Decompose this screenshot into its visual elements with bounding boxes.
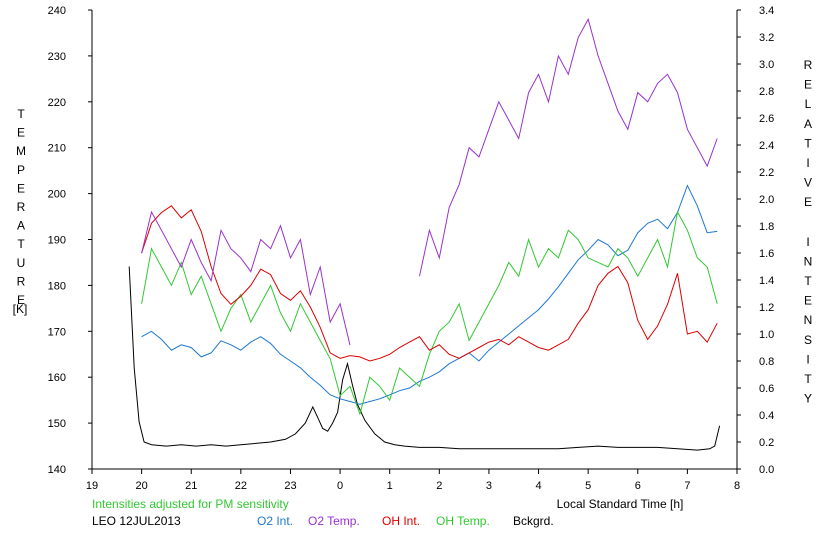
- left-tick-label: 230: [48, 51, 66, 63]
- left-axis-label-letter: P: [17, 163, 25, 177]
- right-tick-label: 1.8: [759, 221, 774, 233]
- right-axis-label-letter: A: [804, 117, 812, 131]
- right-tick-label: 0.2: [759, 437, 774, 449]
- right-tick-label: 2.2: [759, 167, 774, 179]
- right-tick-label: 1.4: [759, 275, 774, 287]
- right-tick-label: 3.0: [759, 59, 774, 71]
- left-axis-label-letter: U: [17, 256, 26, 270]
- left-axis-label-letter: T: [17, 107, 25, 121]
- left-axis-label-letter: E: [17, 181, 25, 195]
- right-tick-label: 1.0: [759, 329, 774, 341]
- left-tick-label: 150: [48, 418, 66, 430]
- series-line-o2-temp: [141, 17, 718, 346]
- right-tick-label: 2.4: [759, 140, 774, 152]
- x-tick-label: 3: [486, 480, 492, 492]
- right-axis-label-letter: T: [804, 136, 812, 150]
- x-tick-label: 8: [734, 480, 740, 492]
- right-axis-label-letter: T: [804, 274, 812, 288]
- right-axis-label-letter: S: [804, 333, 812, 347]
- plot-area: [128, 17, 721, 451]
- x-tick-label: 0: [337, 480, 343, 492]
- x-tick-label: 2: [436, 480, 442, 492]
- right-axis-label-letter: V: [804, 176, 812, 190]
- legend-entry-o2-temp: O2 Temp.: [308, 514, 360, 528]
- right-tick-label: 0.4: [759, 410, 774, 422]
- left-tick-label: 180: [48, 280, 66, 292]
- left-tick-label: 220: [48, 97, 66, 109]
- right-axis-label-letter: N: [804, 313, 813, 327]
- left-axis-label-letter: R: [17, 200, 26, 214]
- right-axis-label-letter: E: [804, 195, 812, 209]
- right-axis-label-letter: Y: [804, 392, 812, 406]
- right-axis-label-letter: N: [804, 254, 813, 268]
- left-axis-unit: [K]: [13, 302, 28, 316]
- right-tick-label: 3.4: [759, 5, 774, 17]
- left-tick-label: 140: [48, 464, 66, 476]
- right-tick-label: 2.8: [759, 86, 774, 98]
- x-tick-label: 19: [86, 480, 98, 492]
- left-tick-label: 210: [48, 143, 66, 155]
- left-tick-label: 160: [48, 372, 66, 384]
- x-tick-label: 6: [635, 480, 641, 492]
- chart-axes: 1401501601701801902002102202302400.00.20…: [48, 5, 775, 492]
- right-axis-label-letter: I: [806, 235, 809, 249]
- legend-entry-bckgrd: Bckgrd.: [513, 514, 554, 528]
- left-tick-label: 190: [48, 235, 66, 247]
- left-tick-label: 170: [48, 326, 66, 338]
- legend-entry-oh-temp: OH Temp.: [436, 514, 490, 528]
- left-axis-label-letter: R: [17, 274, 26, 288]
- right-tick-label: 0.0: [759, 464, 774, 476]
- x-tick-label: 7: [684, 480, 690, 492]
- left-axis-label-letter: T: [17, 237, 25, 251]
- pm-sensitivity-note: Intensities adjusted for PM sensitivity: [92, 497, 289, 511]
- x-tick-label: 4: [535, 480, 541, 492]
- left-axis-label-letter: E: [17, 293, 25, 307]
- right-axis-label-letter: E: [804, 294, 812, 308]
- x-tick-label: 5: [585, 480, 591, 492]
- right-axis-label-letter: L: [805, 97, 812, 111]
- series-line-oh-int: [141, 205, 718, 362]
- right-tick-label: 2.6: [759, 113, 774, 125]
- right-tick-label: 0.8: [759, 356, 774, 368]
- left-tick-label: 200: [48, 189, 66, 201]
- legend-entry-oh-int: OH Int.: [382, 514, 420, 528]
- right-tick-label: 1.2: [759, 302, 774, 314]
- legend-entry-o2-int: O2 Int.: [257, 514, 293, 528]
- left-axis-label-letter: A: [17, 219, 25, 233]
- right-axis-label-letter: R: [804, 58, 813, 72]
- right-tick-label: 2.0: [759, 194, 774, 206]
- series-line-o2-int: [141, 184, 718, 405]
- left-tick-label: 240: [48, 5, 66, 17]
- x-tick-label: 20: [135, 480, 147, 492]
- x-tick-label: 22: [235, 480, 247, 492]
- right-tick-label: 0.6: [759, 383, 774, 395]
- left-axis-label-letter: M: [16, 144, 26, 158]
- x-axis-label: Local Standard Time [h]: [557, 497, 684, 511]
- right-tick-label: 1.6: [759, 248, 774, 260]
- left-axis-label-letter: E: [17, 126, 25, 140]
- x-tick-label: 1: [387, 480, 393, 492]
- series-line-bckgrd: [128, 266, 721, 451]
- x-tick-label: 23: [284, 480, 296, 492]
- right-axis-label-letter: E: [804, 78, 812, 92]
- station-date-label: LEO 12JUL2013: [92, 514, 181, 528]
- right-tick-label: 3.2: [759, 32, 774, 44]
- right-axis-label-letter: I: [806, 156, 809, 170]
- right-axis-label-letter: T: [804, 372, 812, 386]
- right-axis-label-letter: I: [806, 352, 809, 366]
- x-tick-label: 21: [185, 480, 197, 492]
